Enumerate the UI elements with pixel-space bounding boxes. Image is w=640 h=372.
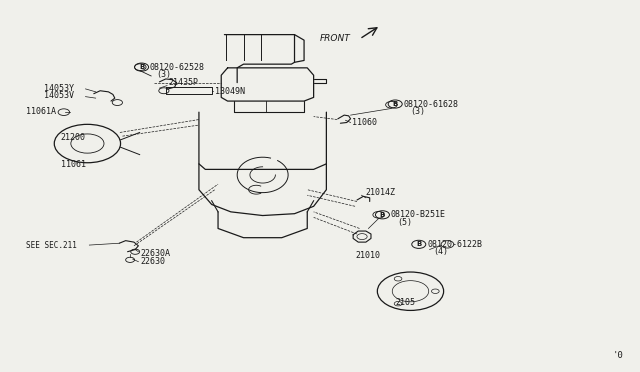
Text: (3): (3) [410, 107, 425, 116]
Text: 2105: 2105 [395, 298, 415, 307]
Text: B: B [416, 241, 421, 247]
Text: 11061A: 11061A [26, 107, 56, 116]
Text: 21200: 21200 [60, 133, 85, 142]
Text: B: B [392, 101, 398, 107]
Text: (5): (5) [397, 218, 412, 227]
Text: FRONT: FRONT [320, 34, 351, 43]
Text: (4): (4) [433, 247, 449, 256]
Text: SEE SEC.211: SEE SEC.211 [26, 241, 76, 250]
Text: 08120-B251E: 08120-B251E [391, 210, 445, 219]
Text: 14053Y: 14053Y [44, 84, 74, 93]
Text: B: B [139, 64, 144, 70]
Text: 08120-6122B: 08120-6122B [427, 240, 482, 249]
Text: '0: '0 [613, 350, 624, 360]
Text: (3): (3) [156, 70, 172, 79]
Text: 14053V: 14053V [44, 92, 74, 100]
Text: 08120-61628: 08120-61628 [403, 100, 458, 109]
Text: 11061: 11061 [61, 160, 86, 169]
Text: 22630: 22630 [140, 257, 165, 266]
Text: 21014Z: 21014Z [366, 188, 396, 197]
Text: B: B [380, 212, 385, 218]
Text: 21435P: 21435P [168, 78, 198, 87]
Text: 21010: 21010 [355, 251, 380, 260]
Text: 22630A: 22630A [140, 249, 170, 258]
Text: 08120-62528: 08120-62528 [150, 62, 205, 72]
Text: 13049N: 13049N [215, 87, 245, 96]
Text: 11060: 11060 [352, 118, 377, 127]
